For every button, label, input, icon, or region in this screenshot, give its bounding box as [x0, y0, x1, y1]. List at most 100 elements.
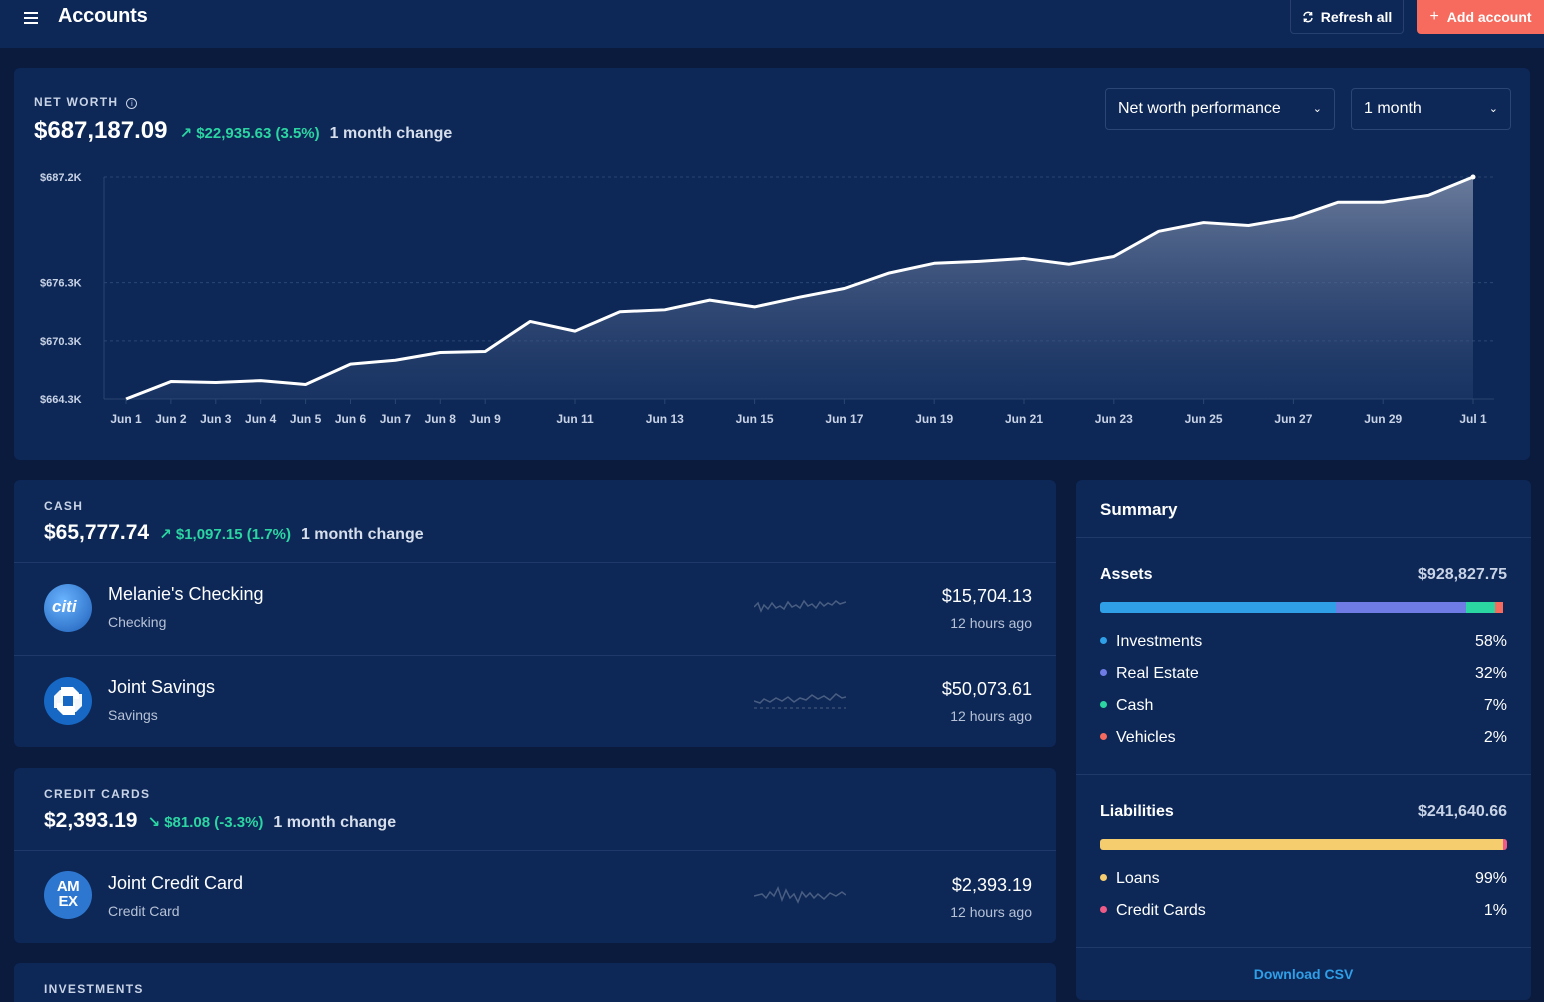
y-tick-label: $664.3K — [40, 394, 82, 406]
menu-icon[interactable] — [24, 9, 40, 25]
liabilities-bar — [1100, 839, 1507, 850]
cash-value: $65,777.74 — [44, 521, 150, 544]
net-worth-change-value: $22,935.63 (3.5%) — [196, 125, 320, 142]
x-tick-label: Jun 5 — [290, 412, 322, 426]
summary-item-label: Credit Cards — [1100, 902, 1206, 920]
performance-select[interactable]: Net worth performance ⌄ — [1105, 88, 1335, 130]
credit-cards-change-label: 1 month change — [273, 814, 397, 831]
legend-dot-icon — [1100, 669, 1107, 676]
bar-segment — [1494, 602, 1503, 613]
chase-logo — [44, 677, 92, 725]
summary-item-label: Vehicles — [1100, 729, 1176, 747]
net-worth-value: $687,187.09 — [34, 117, 168, 144]
citi-logo: citi — [44, 584, 92, 632]
top-bar: Accounts Refresh all + Add account — [0, 0, 1544, 48]
summary-item: Loans 99% — [1100, 870, 1507, 888]
credit-cards-change-value: $81.08 (-3.3%) — [164, 814, 264, 831]
summary-item-pct: 7% — [1483, 697, 1507, 714]
legend-dot-icon — [1100, 733, 1107, 740]
summary-item: Investments 58% — [1100, 633, 1507, 651]
summary-card: Summary Assets $928,827.75 Investments 58… — [1076, 480, 1531, 1000]
net-worth-change-label: 1 month change — [329, 125, 453, 142]
x-tick-label: Jun 25 — [1185, 412, 1223, 426]
x-tick-label: Jun 23 — [1095, 412, 1133, 426]
refresh-all-button[interactable]: Refresh all — [1290, 0, 1404, 34]
account-row[interactable]: AM EX Joint Credit Card Credit Card $2,3… — [14, 850, 1056, 943]
arrow-up-right-icon: ↗ — [159, 526, 172, 543]
net-worth-label: NET WORTH — [34, 95, 119, 109]
page-title: Accounts — [58, 5, 148, 27]
chevron-down-icon: ⌄ — [1312, 103, 1322, 115]
account-amount: $50,073.61 — [941, 679, 1032, 699]
x-tick-label: Jun 11 — [556, 412, 594, 426]
account-sparkline — [754, 693, 846, 709]
citi-logo-text: citi — [52, 597, 77, 616]
legend-dot-icon — [1100, 906, 1107, 913]
add-account-button[interactable]: + Add account — [1417, 0, 1544, 34]
legend-dot-icon — [1100, 637, 1107, 644]
download-csv-link[interactable]: Download CSV — [1253, 966, 1354, 982]
chevron-down-icon: ⌄ — [1488, 103, 1498, 115]
summary-item-pct: 2% — [1483, 729, 1507, 746]
x-tick-label: Jun 17 — [825, 412, 863, 426]
investments-label: INVESTMENTS — [44, 982, 144, 996]
bar-segment — [1100, 839, 1503, 850]
plus-icon: + — [1429, 8, 1439, 25]
net-worth-line — [125, 175, 1474, 401]
summary-item-label: Loans — [1100, 870, 1160, 888]
account-type: Savings — [108, 707, 158, 723]
liabilities-total: $241,640.66 — [1418, 803, 1507, 820]
info-icon[interactable]: i — [126, 98, 138, 109]
add-account-label: Add account — [1446, 9, 1532, 25]
account-type: Checking — [108, 614, 167, 630]
account-amount: $15,704.13 — [941, 586, 1032, 606]
cash-card: CASH $65,777.74 ↗ $1,097.15 (1.7%) 1 mon… — [14, 480, 1056, 747]
bar-segment — [1502, 839, 1507, 850]
assets-header: Assets $928,827.75 — [1100, 566, 1507, 584]
account-row[interactable]: citi Melanie's Checking Checking $15,704… — [14, 562, 1056, 655]
bar-segment — [1100, 602, 1337, 613]
divider — [1076, 537, 1531, 538]
net-worth-summary: $687,187.09 ↗ $22,935.63 (3.5%) 1 month … — [34, 117, 452, 145]
cash-summary: $65,777.74 ↗ $1,097.15 (1.7%) 1 month ch… — [44, 521, 424, 545]
x-tick-label: Jun 6 — [335, 412, 367, 426]
divider — [1076, 774, 1531, 775]
account-name: Melanie's Checking — [108, 584, 264, 604]
bar-segment — [1336, 602, 1467, 613]
net-worth-endpoint — [1470, 174, 1476, 180]
summary-item-pct: 99% — [1474, 870, 1507, 887]
refresh-icon — [1303, 11, 1313, 22]
account-row[interactable]: Joint Savings Savings $50,073.61 12 hour… — [14, 655, 1056, 747]
credit-cards-label: CREDIT CARDS — [44, 787, 151, 801]
net-worth-label-row: NET WORTH i — [34, 93, 138, 111]
account-amount: $2,393.19 — [951, 875, 1032, 895]
net-worth-area — [126, 177, 1473, 399]
period-select-value: 1 month — [1364, 100, 1422, 117]
net-worth-change: ↗ $22,935.63 (3.5%) — [179, 124, 319, 142]
cash-change-label: 1 month change — [300, 526, 424, 543]
account-name: Joint Credit Card — [108, 873, 244, 893]
period-select[interactable]: 1 month ⌄ — [1351, 88, 1511, 130]
legend-dot-icon — [1100, 701, 1107, 708]
summary-item-pct: 58% — [1474, 633, 1507, 650]
cash-change-value: $1,097.15 (1.7%) — [175, 526, 291, 543]
y-tick-label: $676.3K — [40, 278, 82, 290]
x-tick-label: Jun 3 — [200, 412, 232, 426]
y-tick-label: $687.2K — [40, 172, 82, 184]
summary-item-label: Real Estate — [1100, 665, 1199, 683]
x-tick-label: Jun 21 — [1005, 412, 1043, 426]
x-tick-label: Jun 4 — [245, 412, 277, 426]
divider — [1076, 947, 1531, 948]
summary-item-label: Investments — [1100, 633, 1202, 651]
summary-title: Summary — [1100, 500, 1178, 519]
account-sparkline — [754, 886, 846, 904]
investments-card: INVESTMENTS — [14, 963, 1056, 1002]
arrow-up-right-icon: ↗ — [179, 125, 193, 142]
net-worth-card: NET WORTH i $687,187.09 ↗ $22,935.63 (3.5… — [14, 68, 1530, 460]
assets-label: Assets — [1100, 566, 1153, 583]
x-tick-label: Jul 1 — [1459, 412, 1487, 426]
x-tick-label: Jun 13 — [646, 412, 684, 426]
summary-item: Vehicles 2% — [1100, 729, 1507, 747]
net-worth-chart: $687.2K $676.3K $670.3K $664.3K Jun 1 Jun 2 Ju… — [40, 172, 1494, 426]
assets-total: $928,827.75 — [1418, 566, 1507, 583]
